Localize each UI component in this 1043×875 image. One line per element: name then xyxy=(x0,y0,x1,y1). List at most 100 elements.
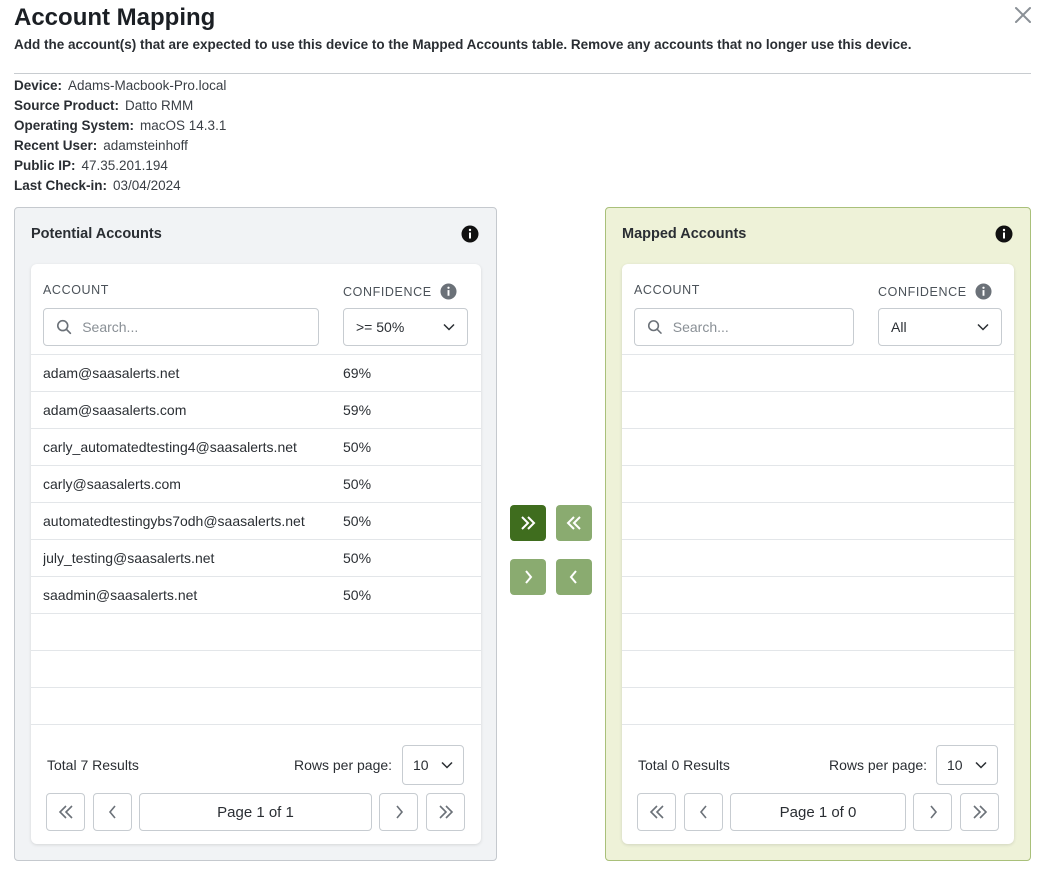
last-page-button[interactable] xyxy=(426,793,465,831)
confidence-filter-select[interactable]: >= 50% xyxy=(343,308,468,346)
last-page-button[interactable] xyxy=(960,793,999,831)
total-suffix: Results xyxy=(88,757,139,773)
chevron-left-icon xyxy=(108,805,116,819)
potential-accounts-rows: adam@saasalerts.net 69% adam@saasalerts.c… xyxy=(31,354,481,725)
device-info: Device: Adams-Macbook-Pro.local Source Pr… xyxy=(14,76,226,196)
table-row-empty xyxy=(31,614,481,651)
confidence-filter-value: All xyxy=(891,319,907,335)
column-header-confidence-label: CONFIDENCE xyxy=(343,284,432,299)
search-field[interactable] xyxy=(43,308,319,346)
potential-accounts-title: Potential Accounts xyxy=(31,226,162,242)
info-value: adamsteinhoff xyxy=(103,138,188,153)
next-page-button[interactable] xyxy=(379,793,418,831)
info-icon[interactable] xyxy=(995,225,1013,243)
device-info-row: Operating System: macOS 14.3.1 xyxy=(14,116,226,136)
account-cell: carly_automatedtesting4@saasalerts.net xyxy=(43,439,297,455)
first-page-button[interactable] xyxy=(637,793,676,831)
rows-per-page-select[interactable]: 10 xyxy=(402,745,464,785)
mapped-accounts-title: Mapped Accounts xyxy=(622,226,747,242)
search-field[interactable] xyxy=(634,308,854,346)
table-row[interactable]: carly@saasalerts.com 50% xyxy=(31,466,481,503)
chevron-down-icon xyxy=(441,761,453,769)
table-row[interactable]: carly_automatedtesting4@saasalerts.net 50… xyxy=(31,429,481,466)
confidence-cell: 50% xyxy=(343,587,372,603)
info-label: Operating System: xyxy=(14,118,135,133)
table-row-empty xyxy=(31,688,481,725)
info-label: Public IP: xyxy=(14,158,76,173)
confidence-cell: 59% xyxy=(343,402,372,418)
info-label: Device: xyxy=(14,78,63,93)
double-chevron-left-icon xyxy=(649,805,664,819)
next-page-button[interactable] xyxy=(913,793,952,831)
info-icon[interactable] xyxy=(440,283,457,300)
chevron-left-icon xyxy=(699,805,707,819)
table-row-empty xyxy=(622,392,1014,429)
table-row[interactable]: july_testing@saasalerts.net 50% xyxy=(31,540,481,577)
account-cell: adam@saasalerts.net xyxy=(43,365,180,381)
table-row[interactable]: adam@saasalerts.com 59% xyxy=(31,392,481,429)
total-results: Total 7 Results xyxy=(47,757,139,773)
double-chevron-left-icon xyxy=(58,805,73,819)
total-results: Total 0 Results xyxy=(638,757,730,773)
potential-accounts-panel: Potential Accounts ACCOUNT CONFIDENCE >=… xyxy=(14,207,497,861)
table-row-empty xyxy=(622,688,1014,725)
rows-per-page-label: Rows per page: xyxy=(829,757,928,773)
page-indicator[interactable]: Page 1 of 0 xyxy=(730,793,906,831)
table-row-empty xyxy=(622,466,1014,503)
table-row-empty xyxy=(622,577,1014,614)
chevron-right-icon xyxy=(395,805,403,819)
info-label: Source Product: xyxy=(14,98,120,113)
search-input[interactable] xyxy=(82,319,318,335)
info-icon[interactable] xyxy=(461,225,479,243)
search-icon xyxy=(56,319,72,335)
table-row[interactable]: adam@saasalerts.net 69% xyxy=(31,355,481,392)
close-button[interactable] xyxy=(1011,3,1035,27)
confidence-cell: 50% xyxy=(343,550,372,566)
device-info-row: Recent User: adamsteinhoff xyxy=(14,136,226,156)
info-value: 47.35.201.194 xyxy=(81,158,168,173)
page-indicator[interactable]: Page 1 of 1 xyxy=(139,793,372,831)
total-count: 7 xyxy=(80,757,89,773)
confidence-filter-value: >= 50% xyxy=(356,319,405,335)
info-value: macOS 14.3.1 xyxy=(140,118,227,133)
table-row-empty xyxy=(622,429,1014,466)
total-prefix: Total xyxy=(638,757,672,773)
column-header-confidence: CONFIDENCE xyxy=(878,283,992,300)
chevron-left-icon xyxy=(569,570,577,584)
table-row-empty xyxy=(622,540,1014,577)
account-cell: saadmin@saasalerts.net xyxy=(43,587,198,603)
rows-per-page-select[interactable]: 10 xyxy=(936,745,998,785)
rows-per-page-value: 10 xyxy=(947,757,963,773)
table-row-empty xyxy=(622,651,1014,688)
chevron-down-icon xyxy=(443,323,455,331)
table-row-empty xyxy=(622,355,1014,392)
rows-per-page-value: 10 xyxy=(413,757,429,773)
info-icon[interactable] xyxy=(975,283,992,300)
table-row[interactable]: saadmin@saasalerts.net 50% xyxy=(31,577,481,614)
info-value: Adams-Macbook-Pro.local xyxy=(68,78,227,93)
prev-page-button[interactable] xyxy=(93,793,132,831)
chevron-down-icon xyxy=(975,761,987,769)
double-chevron-right-icon xyxy=(521,516,536,530)
search-icon xyxy=(647,320,662,334)
move-selected-left-button[interactable] xyxy=(556,559,592,595)
mapped-accounts-panel: Mapped Accounts ACCOUNT CONFIDENCE All xyxy=(605,207,1031,861)
header-divider xyxy=(14,73,1031,74)
search-input[interactable] xyxy=(672,319,853,335)
confidence-filter-select[interactable]: All xyxy=(878,308,1002,346)
table-row-empty xyxy=(622,503,1014,540)
move-all-left-button[interactable] xyxy=(556,505,592,541)
table-row-empty xyxy=(31,651,481,688)
info-value: Datto RMM xyxy=(125,98,194,113)
column-header-account: ACCOUNT xyxy=(634,283,701,297)
device-info-row: Last Check-in: 03/04/2024 xyxy=(14,176,226,196)
table-row[interactable]: automatedtestingybs7odh@saasalerts.net 50… xyxy=(31,503,481,540)
column-header-confidence-label: CONFIDENCE xyxy=(878,284,967,299)
device-info-row: Device: Adams-Macbook-Pro.local xyxy=(14,76,226,96)
prev-page-button[interactable] xyxy=(684,793,723,831)
move-selected-right-button[interactable] xyxy=(510,559,546,595)
first-page-button[interactable] xyxy=(46,793,85,831)
confidence-cell: 69% xyxy=(343,365,372,381)
column-header-confidence: CONFIDENCE xyxy=(343,283,457,300)
move-all-right-button[interactable] xyxy=(510,505,546,541)
